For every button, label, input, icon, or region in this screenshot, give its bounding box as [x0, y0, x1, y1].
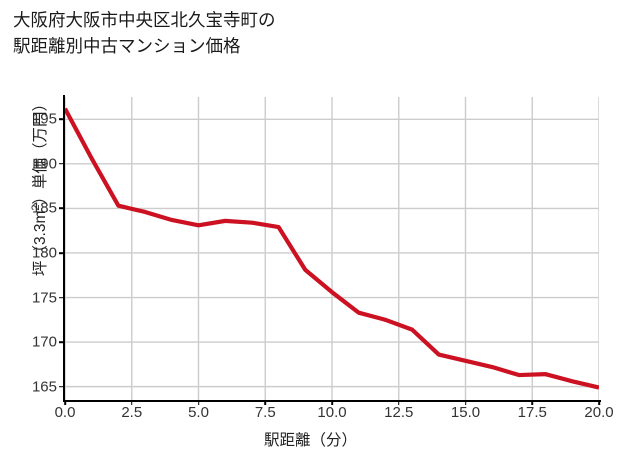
y-tick-mark — [59, 118, 64, 121]
x-tick-mark — [64, 400, 66, 405]
gridlines — [65, 97, 599, 400]
x-tick-mark — [397, 400, 400, 405]
x-tick-mark — [531, 400, 534, 405]
page-title: 大阪府大阪市中央区北久宝寺町の 駅距離別中古マンション価格 — [13, 10, 276, 56]
x-tick-label: 7.5 — [254, 404, 276, 421]
y-axis-spine — [63, 95, 66, 402]
x-tick-label: 0.0 — [54, 404, 76, 421]
x-tick-label: 20.0 — [584, 404, 614, 421]
x-tick-mark — [331, 400, 333, 405]
x-tick-label: 15.0 — [450, 404, 481, 421]
x-tick-label: 12.5 — [384, 404, 414, 421]
y-tick-mark — [59, 207, 64, 210]
y-tick-mark — [59, 163, 64, 165]
y-axis-title-tail: ）単価（万円） — [32, 95, 49, 205]
y-tick-mark — [59, 252, 64, 254]
x-tick-label: 2.5 — [121, 404, 143, 421]
y-tick-label: 190 — [31, 155, 57, 173]
y-tick-label: 185 — [31, 199, 57, 217]
x-tick-label: 5.0 — [188, 404, 209, 421]
y-tick-mark — [59, 296, 64, 299]
plot-area — [65, 97, 599, 400]
series-line — [65, 107, 599, 390]
x-axis-title: 駅距離（分） — [263, 432, 357, 449]
x-tick-mark — [598, 400, 600, 405]
x-tick-label: 17.5 — [517, 404, 547, 421]
x-tick-mark — [464, 400, 467, 405]
y-axis-title-main: 坪（3.3m — [32, 210, 49, 277]
x-tick-label: 10.0 — [317, 404, 347, 421]
y-tick-label: 195 — [31, 110, 57, 128]
x-tick-mark — [197, 400, 200, 405]
y-tick-label: 175 — [31, 289, 57, 306]
y-axis-title: 坪（3.3m2）単価（万円） — [28, 36, 50, 336]
x-tick-mark — [130, 400, 133, 405]
x-tick-mark — [264, 400, 267, 405]
y-tick-mark — [59, 385, 64, 388]
data-series-line — [65, 107, 599, 390]
y-tick-label: 165 — [31, 378, 57, 396]
y-axis-title-superscript: 2 — [29, 204, 42, 211]
y-tick-label: 180 — [31, 244, 57, 262]
y-tick-mark — [59, 341, 64, 343]
y-tick-label: 170 — [31, 333, 57, 351]
